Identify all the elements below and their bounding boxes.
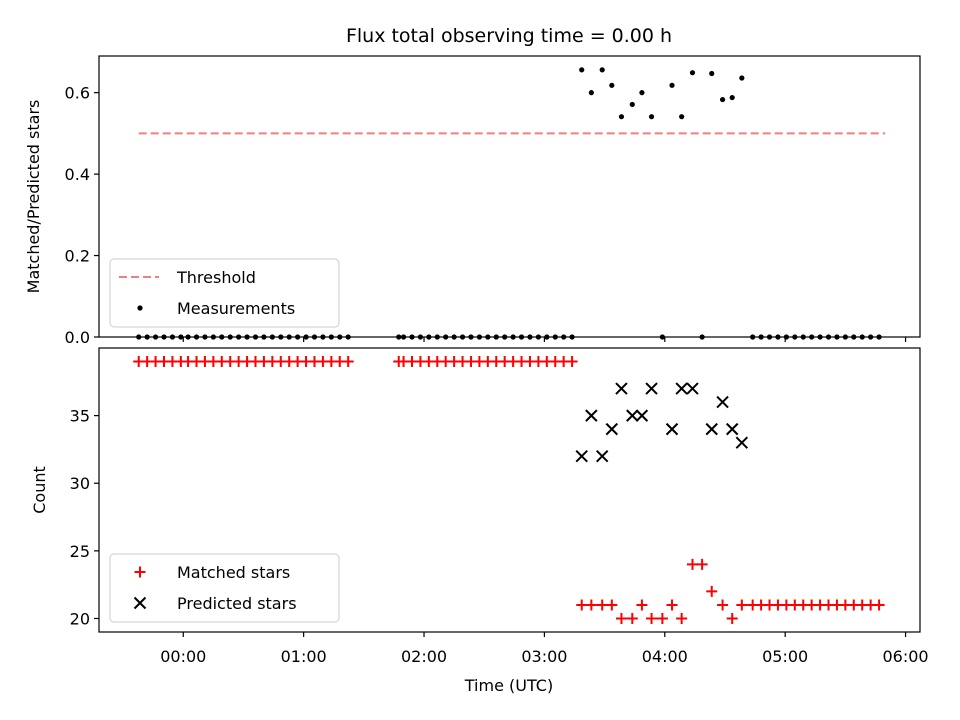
measurements-point [599,67,605,73]
legend-label: Threshold [176,268,256,287]
legend-box [109,553,340,623]
predicted-stars-point [605,422,619,436]
matched-stars-point [717,599,729,611]
top-data-marks [136,67,886,340]
x-tick-label: 04:00 [642,647,688,666]
y-tick-label: 0.0 [65,328,90,347]
bottom-data-marks [133,356,885,624]
y-tick-label: 0.4 [65,165,90,184]
matched-stars-point [696,558,708,570]
matched-stars-point [596,599,608,611]
measurements-point [648,114,655,120]
predicted-stars-point [575,449,588,463]
legend-label: Matched stars [177,563,290,582]
predicted-stars-point [675,382,688,395]
predicted-stars-point [595,449,609,463]
bottom-legend: Matched stars Predicted stars [109,553,340,623]
predicted-stars-point [725,422,739,436]
top-panel-ratio: 0.0 0.2 0.4 0.6 Matched/Predicted stars Thres… [24,55,921,347]
x-tick-label: 02:00 [401,647,447,666]
measurements-point [689,70,696,76]
y-tick-label: 0.6 [65,84,90,103]
x-tick-label: 00:00 [160,647,206,666]
matched-stars-point [342,356,354,368]
predicted-stars-point [665,422,679,436]
measurements-point [629,101,635,108]
matched-stars-point [566,356,578,368]
legend-predicted-stars-swatch [133,596,147,610]
x-tick-label: 03:00 [521,647,567,666]
measurements-point [739,75,745,81]
measurements-point [609,82,615,88]
matched-stars-point [686,558,698,570]
bottom-y-axis-title: Count [30,466,49,514]
matched-stars-point [576,599,588,611]
top-legend: Threshold Measurements [109,258,340,328]
measurements-point [579,67,585,73]
legend-matched-stars-swatch [134,566,146,578]
y-tick-label: 0.2 [65,247,90,266]
matched-stars-point [585,599,597,611]
y-tick-label: 25 [70,542,90,561]
measurements-point [588,90,594,96]
y-tick-label: 20 [70,609,90,628]
chart-title: Flux total observing time = 0.00 h [346,25,672,47]
predicted-stars-point [585,409,598,422]
predicted-stars-point [716,395,729,409]
predicted-stars-point [705,422,718,436]
matched-stars-point [873,599,885,611]
matched-stars-point [615,612,627,624]
bottom-panel-count: 20 25 30 35 00:00 01:00 02:00 03:00 04:00 05:00 06… [30,347,929,666]
measurements-point [719,96,726,103]
x-tick-label: 06:00 [882,647,928,666]
matched-stars-point [646,612,658,624]
measurements-point [639,90,645,96]
matched-stars-point [606,599,618,611]
measurements-point [618,114,625,120]
matched-stars-point [666,599,678,611]
matched-stars-point [676,612,688,624]
legend-box [109,258,340,328]
matched-stars-point [626,612,638,624]
top-axes-frame [98,55,921,338]
matched-stars-point [636,599,648,611]
matched-stars-point [736,599,748,611]
x-axis-title: Time (UTC) [464,676,553,695]
legend-label: Predicted stars [177,594,297,613]
measurements-point [669,82,675,88]
matched-stars-point [656,612,668,624]
y-tick-label: 30 [70,474,90,493]
predicted-stars-point [615,382,628,395]
legend-label: Measurements [177,299,295,318]
predicted-stars-point [645,382,658,395]
predicted-stars-point [735,436,749,449]
matched-stars-point [726,612,738,624]
y-tick-label: 35 [70,407,90,426]
legend-measurements-swatch [137,305,143,311]
predicted-stars-point [686,382,699,395]
measurements-point [729,94,735,101]
top-y-axis-title: Matched/Predicted stars [24,100,43,294]
predicted-stars-point [626,409,639,422]
x-tick-label: 01:00 [281,647,327,666]
measurements-point [679,114,685,120]
x-tick-label: 05:00 [762,647,808,666]
measurements-point [709,70,715,77]
bottom-axes-frame [98,347,921,633]
matched-stars-point [706,585,718,597]
predicted-stars-point [635,409,649,422]
